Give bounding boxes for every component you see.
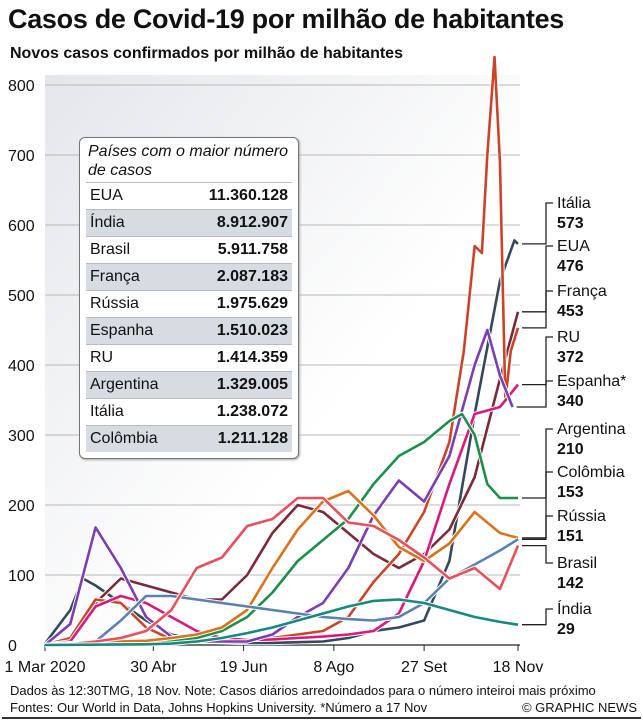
y-tick-label: 600: [8, 218, 35, 235]
country-name: Colômbia: [90, 430, 158, 447]
credit: © GRAPHIC NEWS: [521, 700, 637, 715]
leader-line: [522, 202, 553, 245]
country-name: Itália: [90, 403, 124, 420]
chart-title: Casos de Covid-19 por milhão de habitant…: [8, 4, 565, 34]
series-label: Itália: [557, 195, 591, 212]
series-value: 372: [557, 349, 584, 366]
table-row: Colômbia 1.211.128: [86, 425, 292, 452]
country-name: Índia: [90, 214, 125, 231]
case-count: 1.510.023: [216, 322, 288, 339]
leader-line: [522, 245, 553, 313]
footnote: Dados às 12:30TMG, 18 Nov. Note: Casos d…: [10, 683, 596, 698]
leader-line: [522, 608, 553, 626]
case-count: 2.087.183: [216, 268, 288, 285]
country-name: Argentina: [90, 376, 159, 393]
table-row: Índia 8.912.907: [86, 209, 292, 236]
leader-line: [516, 380, 553, 408]
series-label: França: [557, 283, 607, 300]
y-tick-label: 300: [8, 428, 35, 445]
series-value: 573: [557, 215, 584, 232]
series-label: Índia: [557, 599, 592, 618]
table-row: Brasil 5.911.758: [86, 236, 292, 263]
y-tick-label: 0: [8, 638, 17, 655]
country-name: França: [90, 268, 140, 285]
country-name: EUA: [90, 187, 123, 204]
series-line-5: [44, 412, 518, 647]
series-value: 142: [557, 575, 584, 592]
cases-table: Países com o maior número de casos EUA 11…: [79, 137, 299, 459]
series-line-9: [44, 598, 519, 647]
case-count: 1.414.359: [216, 349, 288, 366]
table-row: Espanha 1.510.023: [86, 317, 292, 344]
case-count: 5.911.758: [217, 241, 288, 258]
chart-subtitle: Novos casos confirmados por milhão de ha…: [10, 45, 403, 62]
country-name: Espanha: [90, 322, 154, 339]
series-line-8: [44, 496, 520, 647]
series-value: 476: [557, 258, 584, 275]
leader-line: [522, 336, 553, 386]
sources: Fontes: Our World in Data, Johns Hopkins…: [10, 700, 428, 715]
series-label: Espanha*: [557, 373, 626, 390]
case-count: 1.211.128: [217, 430, 288, 447]
country-name: Rússia: [90, 295, 139, 312]
leader-line: [522, 428, 553, 499]
bottom-rule: [2, 717, 641, 719]
x-tick-label: 18 Nov: [493, 659, 544, 676]
series-value: 340: [557, 393, 584, 410]
x-tick-label: 1 Mar 2020: [5, 659, 86, 676]
country-name: RU: [90, 349, 114, 366]
series-label: EUA: [557, 238, 590, 255]
y-tick-label: 800: [8, 78, 35, 95]
case-count: 1.238.072: [216, 403, 288, 420]
series-line-6: [44, 489, 519, 647]
x-tick-label: 27 Set: [401, 659, 448, 676]
leader-line: [522, 515, 553, 540]
country-name: Brasil: [90, 241, 131, 258]
series-label: Argentina: [557, 421, 626, 438]
series-value: 151: [557, 528, 584, 545]
leader-line: [522, 290, 553, 329]
x-tick-label: 8 Ago: [313, 659, 354, 676]
series-label: Brasil: [557, 555, 597, 572]
series-label: Colômbia: [557, 464, 625, 481]
case-count: 1.975.629: [216, 295, 288, 312]
table-row: EUA 11.360.128: [86, 182, 292, 209]
x-tick-label: 30 Abr: [130, 659, 177, 676]
y-tick-label: 700: [8, 148, 35, 165]
y-tick-label: 200: [8, 498, 35, 515]
table-row: Argentina 1.329.005: [86, 371, 292, 398]
leader-line: [522, 471, 553, 539]
case-count: 11.360.128: [208, 187, 288, 204]
series-value: 453: [557, 303, 584, 320]
table-row: RU 1.414.359: [86, 344, 292, 371]
series-value: 29: [557, 621, 575, 638]
y-tick-label: 400: [8, 358, 35, 375]
table-row: Rússia 1.975.629: [86, 290, 292, 317]
series-value: 153: [557, 484, 584, 501]
leader-line: [522, 544, 553, 564]
series-line-4: [44, 328, 514, 646]
case-count: 1.329.005: [216, 376, 288, 393]
x-tick-label: 19 Jun: [220, 659, 268, 676]
y-tick-label: 500: [8, 288, 35, 305]
series-value: 210: [557, 441, 584, 458]
table-row: França 2.087.183: [86, 263, 292, 290]
table-title: Países com o maior número de casos: [88, 143, 289, 179]
y-tick-label: 100: [8, 568, 35, 585]
table-row: Itália 1.238.072: [86, 398, 292, 425]
series-label: RU: [557, 329, 580, 346]
series-line-3: [44, 383, 520, 647]
series-label: Rússia: [557, 508, 606, 525]
case-count: 8.912.907: [216, 214, 288, 231]
series-line-0: [43, 239, 519, 645]
